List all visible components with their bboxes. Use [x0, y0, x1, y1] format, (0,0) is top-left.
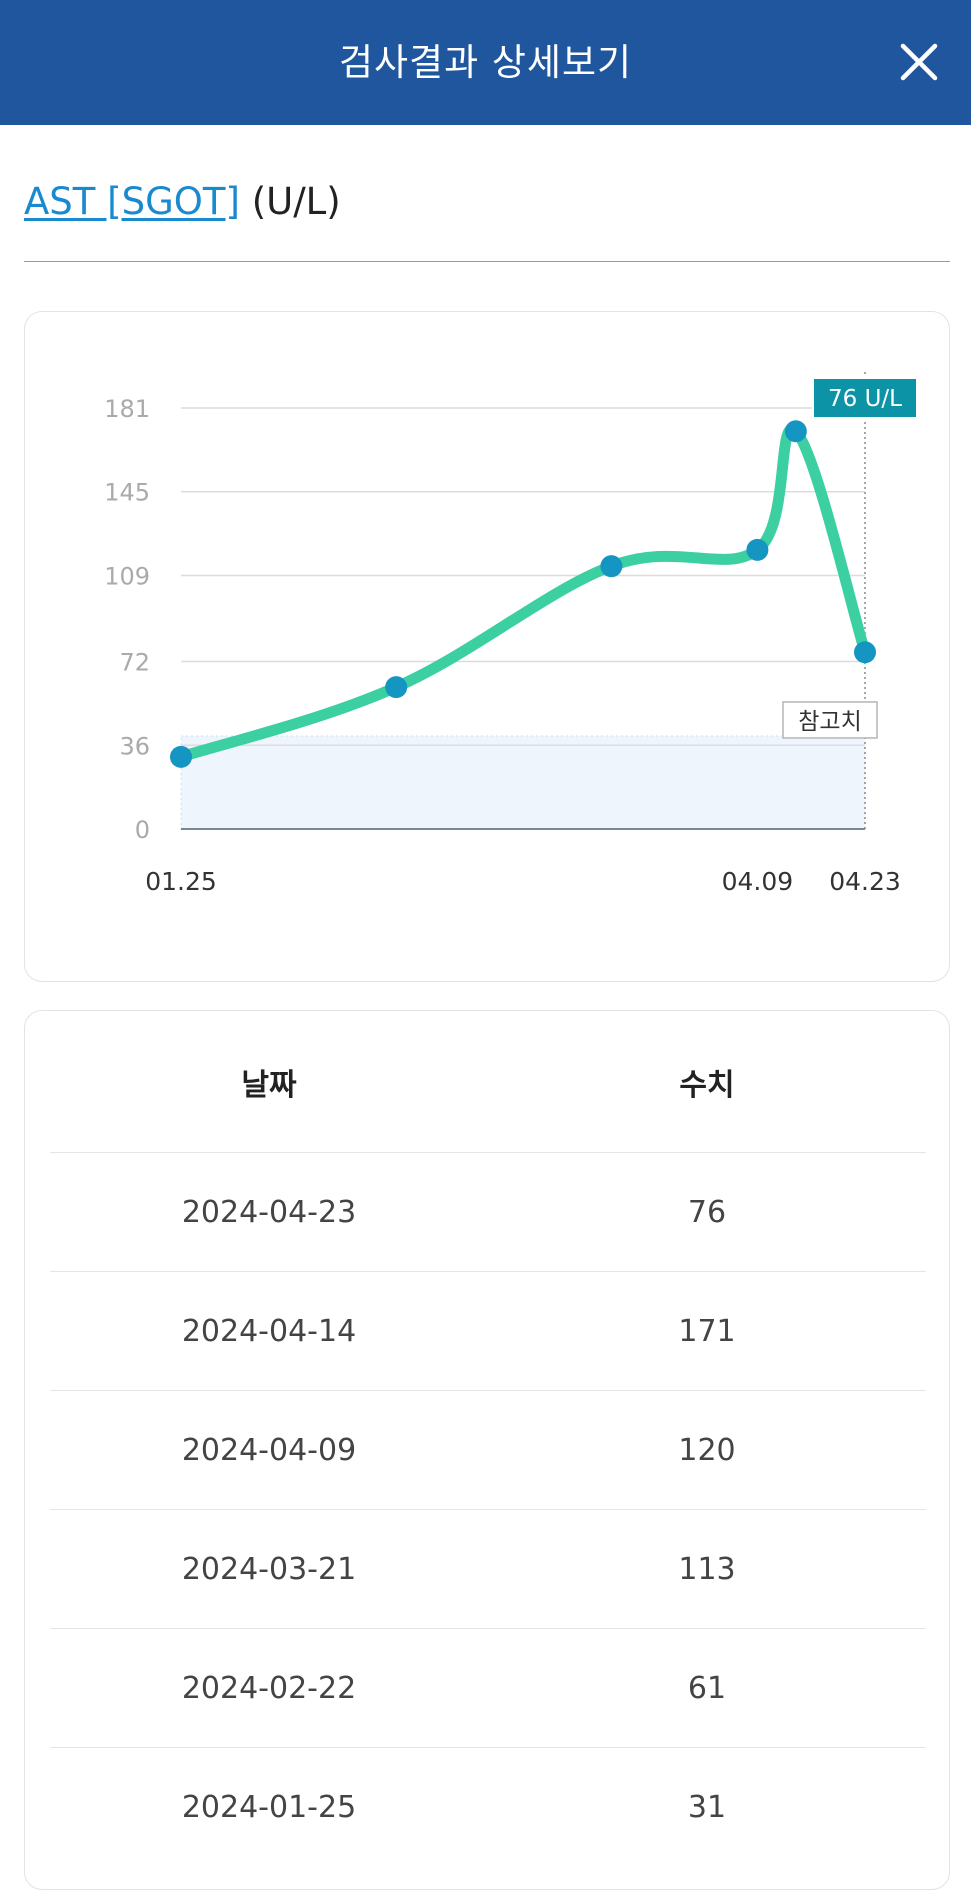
- row-date: 2024-01-25: [181, 1790, 357, 1825]
- row-date: 2024-04-23: [181, 1194, 357, 1230]
- test-title: AST [SGOT] (U/L): [24, 180, 341, 223]
- table-row: 2024-04-09 120: [50, 1391, 926, 1510]
- y-tick-label: 109: [104, 562, 150, 590]
- row-value: 113: [678, 1551, 736, 1587]
- row-date: 2024-04-14: [181, 1313, 357, 1349]
- row-value: 61: [687, 1670, 727, 1706]
- selected-value-tooltip: [812, 377, 918, 419]
- x-tick-label: 04.09: [722, 867, 794, 896]
- x-tick-label: 01.25: [145, 867, 217, 896]
- value-column-header: 수치: [679, 1067, 735, 1103]
- series-line: [175, 423, 871, 763]
- close-button[interactable]: [895, 38, 943, 86]
- title-divider: [24, 261, 950, 262]
- reference-range-band: [180, 735, 866, 830]
- header-bar: 검사결과 상세보기: [0, 0, 971, 125]
- table-row: 2024-02-22 61: [50, 1629, 926, 1748]
- date-column-header: 날짜: [241, 1067, 297, 1103]
- row-value: 76: [687, 1194, 727, 1230]
- results-table: 날짜 수치 2024-04-23 76 2024-04-14 171 2024-…: [24, 1010, 950, 1890]
- data-point: [600, 555, 623, 578]
- y-tick-label: 72: [119, 649, 150, 677]
- page-title: 검사결과 상세보기: [338, 41, 633, 84]
- y-tick-label: 0: [135, 816, 150, 844]
- row-value: 120: [678, 1432, 736, 1468]
- row-value: 171: [678, 1313, 736, 1349]
- y-tick-label: 36: [119, 732, 150, 760]
- row-date: 2024-02-22: [181, 1670, 357, 1706]
- reference-label-box: [782, 701, 878, 739]
- row-value: 31: [687, 1790, 727, 1825]
- y-tick-label: 145: [104, 479, 150, 507]
- row-date: 2024-03-21: [181, 1551, 357, 1587]
- chart-card: 0 36 72 109 145 181 01.25 04.09 04.23 참고치 76 U/L: [24, 311, 950, 982]
- data-point: [854, 641, 876, 664]
- reference-label: 참고치: [798, 709, 861, 735]
- table-row: 2024-04-14 171: [50, 1272, 926, 1391]
- data-point: [746, 538, 769, 561]
- trend-line-chart: 0 36 72 109 145 181 01.25 04.09 04.23 참고치 76 U/L: [104, 372, 918, 896]
- table-row: 2024-01-25 31: [50, 1748, 926, 1867]
- close-icon: [900, 43, 938, 81]
- selected-value-label: 76 U/L: [828, 386, 902, 412]
- data-point: [784, 420, 807, 443]
- data-point: [385, 676, 408, 699]
- test-name-link[interactable]: AST [SGOT]: [24, 180, 240, 223]
- table-row: 2024-03-21 113: [50, 1510, 926, 1629]
- table-row: 2024-04-23 76: [50, 1153, 926, 1272]
- x-tick-label: 04.23: [829, 867, 901, 896]
- y-tick-label: 181: [104, 395, 150, 423]
- table-header: 날짜 수치: [50, 1011, 926, 1153]
- test-unit: (U/L): [251, 180, 341, 223]
- row-date: 2024-04-09: [181, 1432, 357, 1468]
- data-point: [170, 745, 192, 768]
